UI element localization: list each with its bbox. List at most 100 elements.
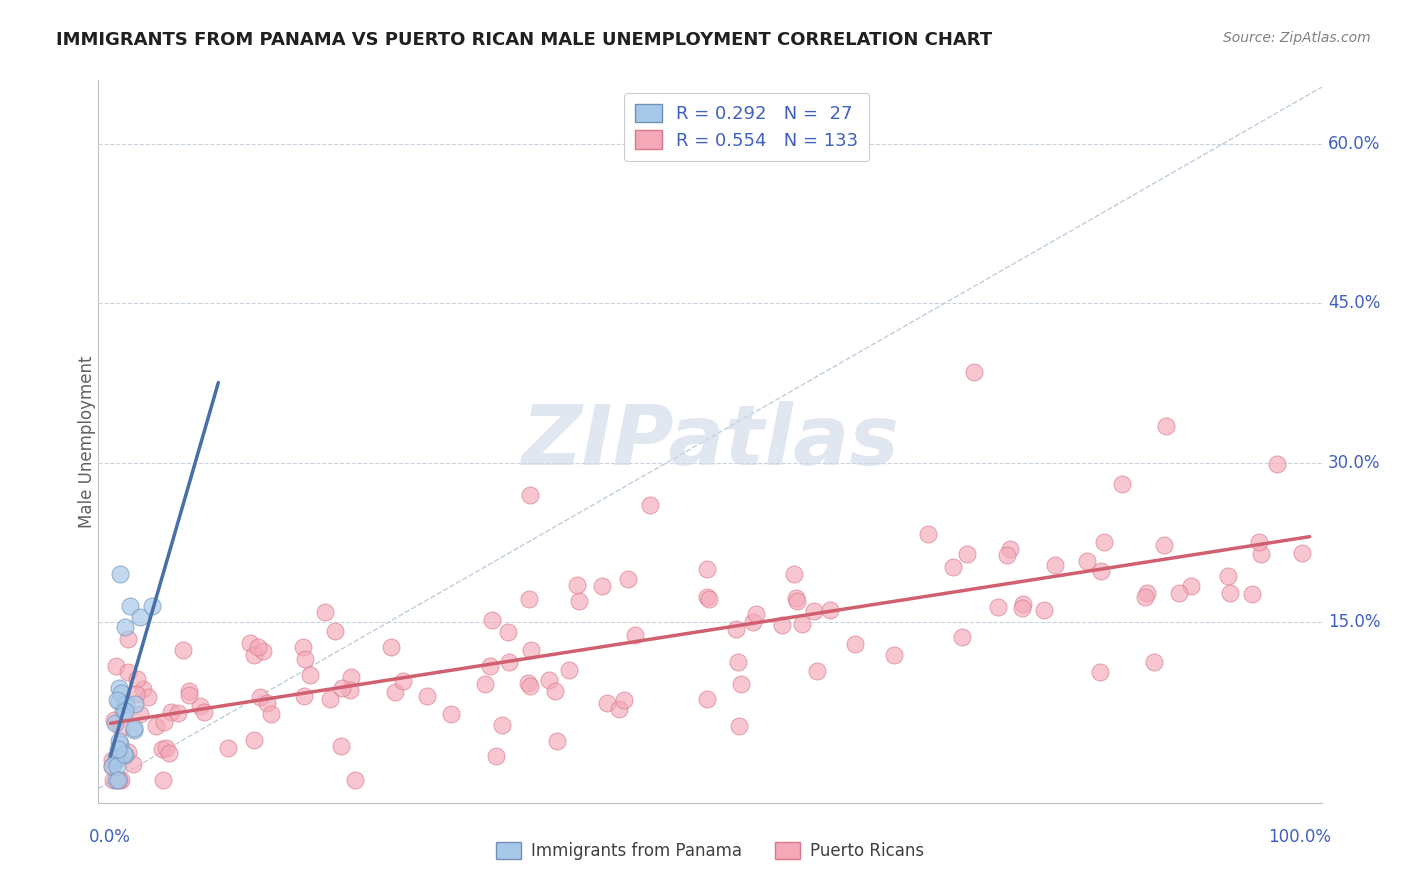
- Point: [108, 567, 131, 582]
- Point: [217, 740, 239, 755]
- Point: [491, 718, 513, 732]
- Point: [917, 527, 939, 541]
- Point: [1092, 535, 1115, 549]
- Point: [294, 652, 316, 666]
- Point: [103, 715, 125, 730]
- Point: [101, 758, 124, 772]
- Point: [730, 677, 752, 691]
- Point: [416, 689, 439, 703]
- Point: [108, 694, 131, 708]
- Point: [613, 693, 636, 707]
- Point: [157, 746, 180, 760]
- Point: [380, 640, 402, 654]
- Point: [519, 679, 541, 693]
- Point: [1265, 457, 1288, 471]
- Point: [596, 697, 619, 711]
- Point: [1216, 569, 1239, 583]
- Point: [179, 684, 201, 698]
- Point: [474, 677, 496, 691]
- Point: [128, 707, 150, 722]
- Point: [950, 630, 973, 644]
- Point: [145, 719, 167, 733]
- Point: [150, 742, 173, 756]
- Point: [129, 610, 152, 624]
- Text: 60.0%: 60.0%: [1327, 135, 1381, 153]
- Point: [172, 642, 194, 657]
- Text: 15.0%: 15.0%: [1327, 613, 1381, 632]
- Legend: Immigrants from Panama, Puerto Ricans: Immigrants from Panama, Puerto Ricans: [489, 835, 931, 867]
- Point: [481, 613, 503, 627]
- Point: [1180, 579, 1202, 593]
- Point: [114, 704, 136, 718]
- Text: 30.0%: 30.0%: [1327, 454, 1381, 472]
- Point: [256, 696, 278, 710]
- Point: [519, 488, 541, 502]
- Point: [117, 665, 139, 679]
- Point: [117, 632, 139, 647]
- Point: [1250, 547, 1272, 561]
- Point: [101, 773, 124, 788]
- Point: [107, 773, 129, 788]
- Point: [942, 560, 965, 574]
- Point: [963, 366, 986, 380]
- Point: [1153, 538, 1175, 552]
- Point: [1032, 603, 1054, 617]
- Point: [519, 591, 541, 606]
- Point: [314, 605, 336, 619]
- Point: [638, 498, 661, 512]
- Point: [124, 697, 146, 711]
- Point: [108, 737, 131, 751]
- Point: [1154, 418, 1177, 433]
- Point: [153, 715, 176, 730]
- Point: [883, 648, 905, 663]
- Text: Source: ZipAtlas.com: Source: ZipAtlas.com: [1223, 31, 1371, 45]
- Point: [520, 643, 543, 657]
- Point: [1090, 665, 1112, 679]
- Point: [108, 747, 131, 761]
- Point: [243, 648, 266, 663]
- Point: [105, 753, 128, 767]
- Point: [118, 599, 141, 614]
- Point: [1133, 590, 1156, 604]
- Point: [745, 607, 768, 621]
- Point: [568, 594, 591, 608]
- Point: [115, 697, 138, 711]
- Text: ZIPatlas: ZIPatlas: [522, 401, 898, 482]
- Point: [538, 673, 561, 688]
- Point: [1136, 586, 1159, 600]
- Text: 45.0%: 45.0%: [1327, 294, 1381, 312]
- Point: [998, 541, 1021, 556]
- Point: [1291, 546, 1313, 560]
- Point: [132, 682, 155, 697]
- Point: [166, 706, 188, 721]
- Point: [100, 753, 122, 767]
- Point: [188, 698, 211, 713]
- Point: [247, 640, 270, 654]
- Point: [141, 599, 163, 614]
- Point: [112, 703, 135, 717]
- Point: [616, 572, 638, 586]
- Point: [323, 624, 346, 638]
- Point: [803, 605, 825, 619]
- Point: [772, 618, 794, 632]
- Point: [1249, 535, 1271, 549]
- Point: [292, 689, 315, 703]
- Point: [105, 773, 128, 788]
- Point: [292, 640, 315, 654]
- Point: [591, 579, 613, 593]
- Point: [696, 591, 718, 605]
- Point: [792, 617, 814, 632]
- Point: [786, 594, 808, 608]
- Point: [1011, 600, 1033, 615]
- Text: 0.0%: 0.0%: [89, 828, 131, 847]
- Point: [343, 773, 366, 788]
- Point: [160, 705, 183, 719]
- Point: [955, 547, 977, 561]
- Point: [783, 566, 806, 581]
- Point: [1076, 554, 1098, 568]
- Point: [742, 615, 765, 630]
- Point: [391, 674, 413, 689]
- Point: [110, 773, 132, 788]
- Point: [243, 732, 266, 747]
- Point: [124, 723, 146, 737]
